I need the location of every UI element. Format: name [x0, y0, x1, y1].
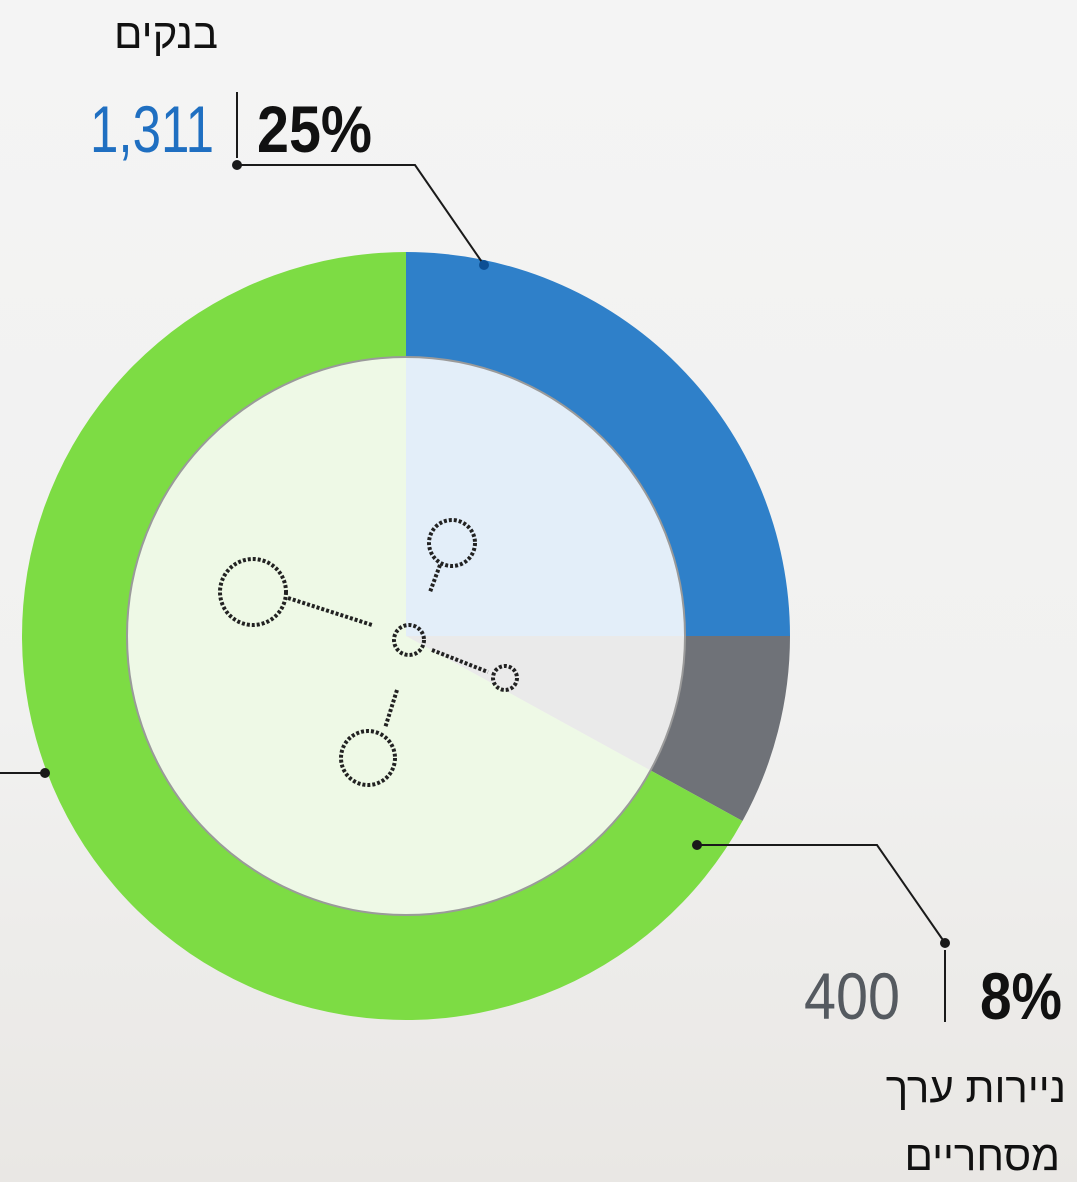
molecule-icon [218, 518, 519, 787]
inner-border [126, 356, 686, 916]
inner-slice [127, 357, 651, 915]
value-label: 8% [980, 959, 1062, 1033]
donut [22, 252, 790, 1020]
amount-label: 400 [804, 959, 900, 1033]
leader-lines [0, 92, 950, 1022]
category-label: ניירות ערך [886, 1064, 1066, 1111]
ring-slice [650, 636, 790, 821]
category-label: מסחריים [904, 1132, 1060, 1179]
ring-slice [406, 252, 790, 636]
amount-label: 1,311 [90, 92, 214, 166]
inner-slice [406, 636, 685, 771]
inner-slice [406, 357, 685, 636]
value-label: 25% [257, 92, 372, 166]
ring-slice [22, 252, 743, 1020]
category-label: בנקים [114, 10, 218, 57]
